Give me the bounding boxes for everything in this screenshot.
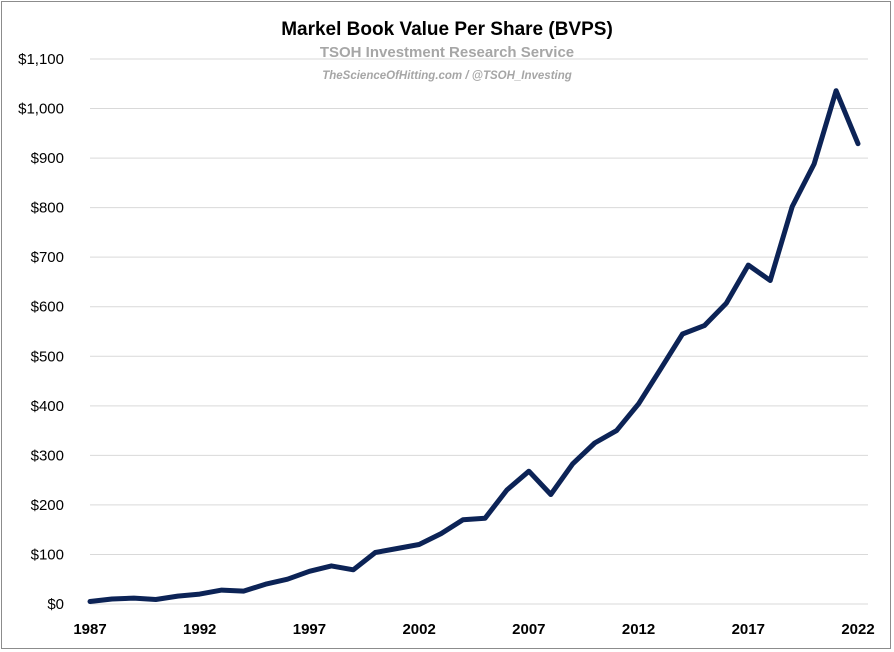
- y-tick-label: $100: [31, 546, 64, 563]
- y-tick-label: $500: [31, 348, 64, 365]
- y-tick-label: $1,100: [18, 51, 64, 68]
- y-tick-label: $900: [31, 150, 64, 167]
- series-line-bvps: [87, 88, 861, 604]
- x-tick-label: 2012: [622, 621, 655, 638]
- y-tick-label: $0: [47, 596, 64, 613]
- x-tick-label: 2022: [841, 621, 874, 638]
- y-tick-label: $200: [31, 497, 64, 514]
- x-tick-label: 1992: [183, 621, 216, 638]
- series-layer: [87, 88, 861, 604]
- chart-subtitle-secondary: TheScienceOfHitting.com / @TSOH_Investin…: [322, 70, 572, 82]
- x-tick-label: 1997: [293, 621, 326, 638]
- x-axis: 1987 1992 1997 2002 2007 2012 2017 2022: [73, 621, 874, 638]
- y-tick-label: $1,000: [18, 101, 64, 118]
- x-tick-label: 2007: [512, 621, 545, 638]
- chart-title: Markel Book Value Per Share (BVPS): [281, 19, 613, 40]
- y-tick-label: $400: [31, 398, 64, 415]
- chart-subtitle: TSOH Investment Research Service: [320, 44, 574, 61]
- gridlines: [90, 58, 868, 605]
- x-tick-label: 1987: [73, 621, 106, 638]
- y-axis: $0 $100 $200 $300 $400 $500 $600 $700 $800 $900 $1…: [18, 51, 64, 613]
- x-tick-label: 2002: [402, 621, 435, 638]
- y-tick-label: $700: [31, 249, 64, 266]
- y-tick-label: $600: [31, 299, 64, 316]
- x-tick-label: 2017: [732, 621, 765, 638]
- y-tick-label: $800: [31, 200, 64, 217]
- y-tick-label: $300: [31, 447, 64, 464]
